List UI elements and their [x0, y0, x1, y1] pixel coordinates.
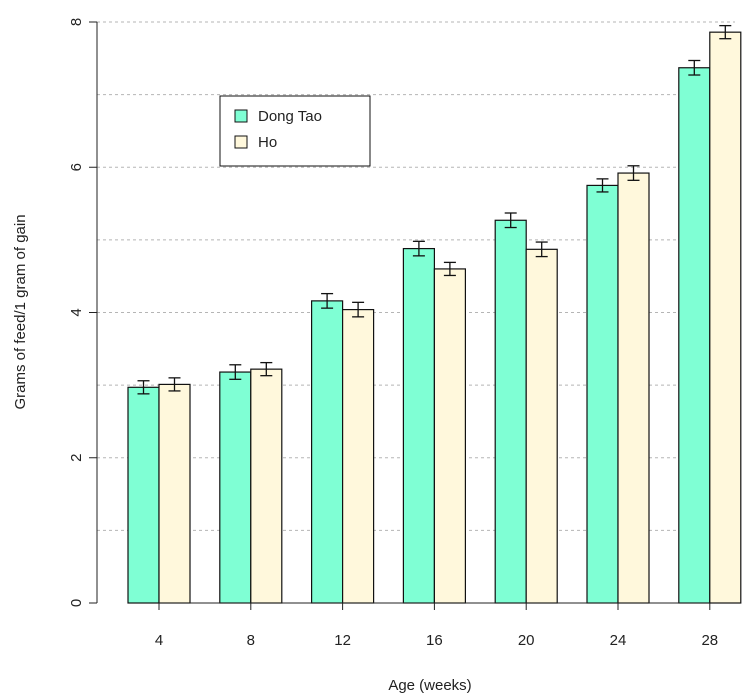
bar: [311, 300, 344, 604]
legend: Dong Tao Ho: [219, 95, 371, 167]
x-tick-label: 20: [518, 632, 535, 649]
x-tick-label: 16: [426, 632, 443, 649]
y-axis-title: Grams of feed/1 gram of gain: [12, 214, 29, 409]
y-tick-label: 6: [68, 163, 85, 171]
bar: [158, 383, 191, 604]
legend-swatch: [234, 135, 248, 149]
legend-swatch: [234, 109, 248, 123]
x-tick-label: 24: [610, 632, 627, 649]
bar: [586, 184, 619, 604]
x-tick-label: 12: [334, 632, 351, 649]
y-tick-label: 4: [68, 308, 85, 316]
bar: [219, 371, 252, 604]
x-axis-title: Age (weeks): [388, 677, 471, 694]
bar: [250, 368, 283, 604]
bar: [617, 172, 650, 604]
bar: [709, 31, 742, 604]
bar: [433, 268, 466, 604]
bar: [402, 247, 435, 604]
legend-box: [219, 95, 371, 167]
bar: [342, 308, 375, 604]
y-tick-label: 8: [68, 18, 85, 26]
y-tick-label: 0: [68, 599, 85, 607]
bar: [494, 219, 527, 604]
x-tick-label: 28: [701, 632, 718, 649]
legend-label: Dong Tao: [258, 108, 322, 125]
y-tick-label: 2: [68, 454, 85, 462]
x-tick-label: 8: [247, 632, 255, 649]
bar: [127, 386, 160, 604]
legend-label: Ho: [258, 134, 277, 151]
error-bars: [137, 24, 732, 395]
bars: [127, 31, 742, 604]
x-tick-label: 4: [155, 632, 163, 649]
bar: [525, 248, 558, 604]
bar: [678, 67, 711, 604]
